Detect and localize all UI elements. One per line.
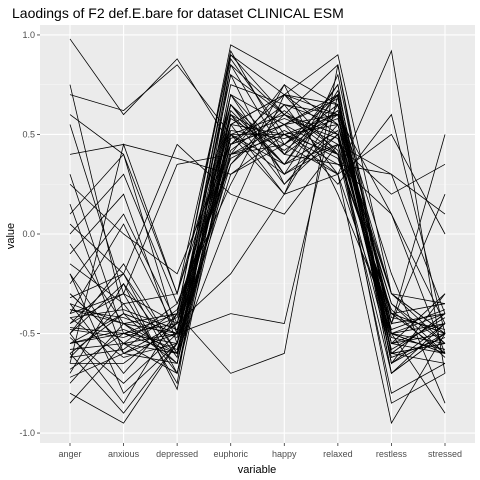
- y-tick-label: -1.0: [19, 428, 35, 438]
- x-tick-label: happy: [272, 449, 297, 459]
- y-axis-ticks: 1.0 0.5 0.0 -0.5 -1.0: [19, 30, 40, 438]
- x-tick-label: restless: [376, 449, 408, 459]
- x-tick-label: anxious: [108, 449, 140, 459]
- y-tick-label: 1.0: [22, 30, 35, 40]
- y-tick-label: 0.5: [22, 129, 35, 139]
- x-axis-title: variable: [238, 464, 277, 476]
- x-tick-label: stressed: [428, 449, 462, 459]
- chart-title: Laodings of F2 def.E.bare for dataset CL…: [12, 5, 344, 21]
- y-tick-label: -0.5: [19, 329, 35, 339]
- y-axis-title: value: [5, 223, 17, 249]
- x-tick-label: euphoric: [213, 449, 248, 459]
- x-tick-label: relaxed: [323, 449, 353, 459]
- y-tick-label: 0.0: [22, 229, 35, 239]
- x-axis-ticks: anger anxious depressed euphoric happy relaxe…: [58, 443, 462, 459]
- x-tick-label: anger: [58, 449, 81, 459]
- x-tick-label: depressed: [156, 449, 198, 459]
